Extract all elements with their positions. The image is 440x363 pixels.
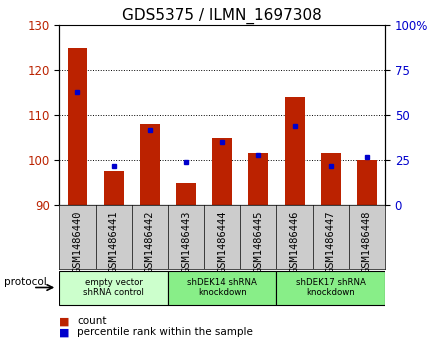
Text: GSM1486445: GSM1486445	[253, 210, 264, 273]
Text: percentile rank within the sample: percentile rank within the sample	[77, 327, 253, 337]
Bar	[249, 154, 268, 205]
Bar	[176, 183, 196, 205]
Text: GSM1486440: GSM1486440	[73, 210, 82, 273]
Bar	[212, 138, 232, 205]
Bar	[357, 160, 377, 205]
Text: ■: ■	[59, 316, 70, 326]
Text: GSM1486442: GSM1486442	[145, 210, 155, 273]
Bar	[140, 124, 160, 205]
Text: protocol: protocol	[4, 277, 47, 287]
Text: GSM1486448: GSM1486448	[362, 210, 372, 273]
Text: GSM1486441: GSM1486441	[109, 210, 119, 273]
Bar	[104, 171, 124, 205]
Title: GDS5375 / ILMN_1697308: GDS5375 / ILMN_1697308	[122, 8, 322, 24]
Bar	[168, 270, 276, 305]
Text: GSM1486443: GSM1486443	[181, 210, 191, 273]
Bar	[276, 270, 385, 305]
Bar	[68, 48, 88, 205]
Text: GSM1486446: GSM1486446	[290, 210, 300, 273]
Bar	[285, 97, 304, 205]
Text: ■: ■	[59, 327, 70, 337]
Bar	[321, 154, 341, 205]
Text: shDEK17 shRNA
knockdown: shDEK17 shRNA knockdown	[296, 278, 366, 297]
Text: shDEK14 shRNA
knockdown: shDEK14 shRNA knockdown	[187, 278, 257, 297]
Text: empty vector
shRNA control: empty vector shRNA control	[83, 278, 144, 297]
Bar	[59, 270, 168, 305]
Text: count: count	[77, 316, 106, 326]
Text: GSM1486447: GSM1486447	[326, 210, 336, 273]
Text: GSM1486444: GSM1486444	[217, 210, 227, 273]
